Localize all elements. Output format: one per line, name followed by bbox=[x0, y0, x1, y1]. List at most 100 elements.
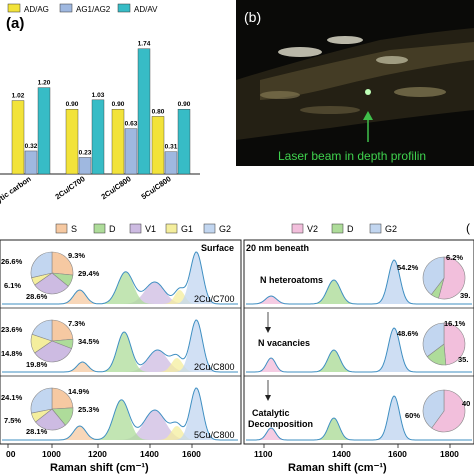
surface-header: Surface bbox=[201, 243, 234, 253]
left-pie-label: 19.8% bbox=[26, 360, 48, 369]
bar-5Cu/C800-AG1/AG2 bbox=[164, 151, 178, 175]
band-D-5Cu/C800 bbox=[2, 400, 238, 440]
left-pie-slice bbox=[30, 387, 53, 414]
x-axis-ticks: 00 1000 1200 1400 1600 1100 1400 1600 1800 bbox=[6, 444, 459, 459]
right-pie-label: 40 bbox=[462, 399, 470, 408]
pie-charts: 26.6% 9.3% 29.4% 6.1% 28.6% 23.6% 7.3% 34.5% 14.… bbox=[1, 251, 470, 436]
bar-value-label: 0.23 bbox=[79, 149, 92, 156]
bar-value-label: 0.31 bbox=[165, 144, 178, 151]
right-pie-slice bbox=[422, 322, 445, 358]
left-pie-slice bbox=[35, 408, 66, 431]
panel-a-label: (a) bbox=[6, 15, 24, 32]
right-legend: V2 D G2 bbox=[291, 223, 397, 234]
fitted-spectrum-2Cu/C800 bbox=[2, 319, 238, 373]
bar-value-label: 1.02 bbox=[12, 93, 25, 100]
legend-swatch-v1 bbox=[129, 223, 142, 234]
bar-5Cu/C800-AD/AV bbox=[177, 108, 191, 175]
sample-label-2cu-c700: 2Cu/C700 bbox=[194, 294, 235, 304]
left-pie-label: 34.5% bbox=[78, 337, 100, 346]
bar-category-label: 2Cu/C800 bbox=[99, 174, 132, 201]
bar-value-label: 0.32 bbox=[25, 143, 38, 150]
legend-label-g2: G2 bbox=[219, 224, 231, 234]
bar-value-label: 1.20 bbox=[38, 80, 51, 87]
band-V2-Catalytic Decomposition bbox=[246, 428, 472, 440]
bar-2Cu/C700-AG1/AG2 bbox=[78, 157, 92, 175]
right-pie-label: 16.1% bbox=[444, 319, 466, 328]
annotation-arrow-head-2 bbox=[265, 395, 271, 401]
right-tick-label: 1400 bbox=[332, 449, 351, 459]
right-spectra-frame bbox=[243, 239, 474, 445]
bar-2Cu/C800-AD/AG bbox=[111, 108, 125, 175]
legend-label-g1: G1 bbox=[181, 224, 193, 234]
left-tick-label: 1400 bbox=[140, 449, 159, 459]
band-G2-2Cu/C800 bbox=[2, 320, 238, 372]
legend-swatch-ad-ag bbox=[7, 3, 21, 13]
fitted-spectrum-2Cu/C700 bbox=[2, 251, 238, 305]
left-pie-label: 28.1% bbox=[26, 427, 48, 436]
right-tick-label: 1100 bbox=[254, 449, 273, 459]
band-D-2Cu/C800 bbox=[2, 332, 238, 372]
bar-value-label: 0.90 bbox=[66, 101, 79, 108]
left-pie-slice bbox=[51, 387, 74, 410]
bar-2Cu/C700-AD/AV bbox=[91, 99, 105, 175]
legend-label-ad-av: AD/AV bbox=[134, 5, 158, 14]
bar-Pyrolytic carbon-AG1/AG2 bbox=[24, 150, 38, 175]
left-pie-label: 6.1% bbox=[4, 281, 21, 290]
left-spectra-frame bbox=[0, 239, 242, 445]
band-V2-N vacancies bbox=[246, 358, 472, 372]
left-pie-label: 23.6% bbox=[1, 325, 23, 334]
sample-surface-texture bbox=[236, 28, 474, 140]
left-pie-label: 29.4% bbox=[78, 269, 100, 278]
left-pie-slice bbox=[51, 319, 74, 342]
right-pie-label: 54.2% bbox=[397, 263, 419, 272]
bar-2Cu/C700-AD/AG bbox=[65, 108, 79, 175]
band-G1-2Cu/C700 bbox=[2, 290, 238, 304]
bar-value-label: 0.80 bbox=[152, 108, 165, 115]
right-pie-label: 48.6% bbox=[397, 329, 419, 338]
bar-5Cu/C800-AD/AG bbox=[151, 116, 165, 175]
band-G1-2Cu/C800 bbox=[2, 358, 238, 372]
legend-label-d-right: D bbox=[347, 224, 354, 234]
annotation-catalytic: Catalytic bbox=[252, 408, 290, 418]
x-axis-label-left: Raman shift (cm⁻¹) bbox=[50, 462, 149, 474]
legend-label-v1: V1 bbox=[145, 224, 156, 234]
left-legend: S D V1 G1 G2 bbox=[55, 223, 231, 234]
band-D-2Cu/C700 bbox=[2, 272, 238, 304]
bar-category-label: Pyrolytic carbon bbox=[0, 174, 33, 215]
left-pie-slice bbox=[30, 251, 53, 279]
legend-label-v2: V2 bbox=[307, 224, 318, 234]
right-pie-label: 60% bbox=[405, 411, 420, 420]
left-pie-label: 7.3% bbox=[68, 319, 85, 328]
panel-c: ( S D V1 G1 G2 V2 D G2 bbox=[0, 221, 474, 474]
legend-label-g2-right: G2 bbox=[385, 224, 397, 234]
left-tick-label: 1200 bbox=[88, 449, 107, 459]
legend-label-ad-ag: AD/AG bbox=[24, 5, 49, 14]
annotation-n-heteroatoms: N heteroatoms bbox=[260, 275, 323, 285]
right-pie-label: 35. bbox=[458, 355, 468, 364]
left-pie-label: 28.6% bbox=[26, 292, 48, 301]
bar-category-label: 5Cu/C800 bbox=[139, 174, 172, 201]
panel-b-label: (b) bbox=[244, 9, 261, 25]
right-pie-label: 39. bbox=[460, 291, 470, 300]
left-pie-slice bbox=[51, 251, 74, 276]
sample-label-2cu-c800: 2Cu/C800 bbox=[194, 362, 235, 372]
band-G1-5Cu/C800 bbox=[2, 426, 238, 440]
band-G2-5Cu/C800 bbox=[2, 388, 238, 440]
laser-spot bbox=[365, 89, 371, 95]
legend-swatch-s bbox=[55, 223, 68, 234]
legend-swatch-g2-right bbox=[369, 223, 382, 234]
panel-c-label: ( bbox=[466, 221, 470, 235]
left-spectra bbox=[2, 251, 238, 441]
legend-swatch-ad-av bbox=[117, 3, 131, 13]
right-pie-label: 6.2% bbox=[446, 253, 463, 262]
bar-value-label: 0.63 bbox=[125, 121, 138, 128]
left-pie-label: 7.5% bbox=[4, 416, 21, 425]
band-V2-N heteroatoms bbox=[246, 296, 472, 304]
left-tick-label: 00 bbox=[6, 449, 16, 459]
legend-swatch-g2 bbox=[203, 223, 216, 234]
legend-label-ag1-ag2: AG1/AG2 bbox=[76, 5, 111, 14]
left-pie-slice bbox=[31, 319, 53, 342]
bar-2Cu/C800-AD/AV bbox=[137, 48, 151, 175]
left-pie-slice bbox=[34, 272, 69, 295]
